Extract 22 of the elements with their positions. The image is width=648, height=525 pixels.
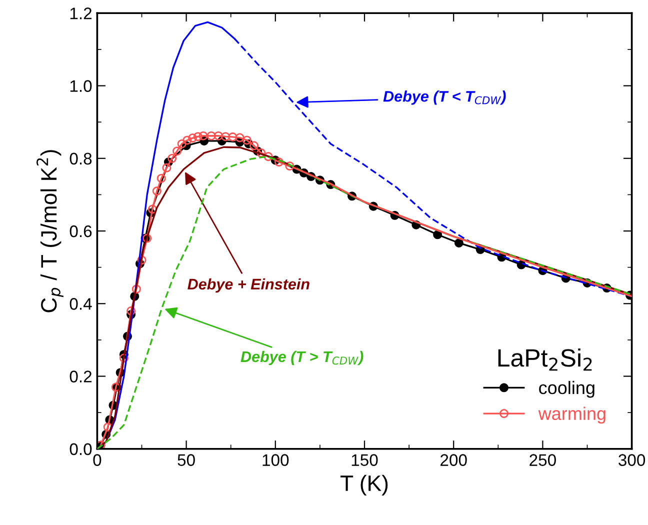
legend-label: cooling xyxy=(539,380,594,398)
y-tick-label: 0.8 xyxy=(70,152,92,165)
x-tick-label: 250 xyxy=(530,454,556,466)
y-axis-title: C$_{p}$ / T (J/mol K$^{2}$) xyxy=(36,150,64,312)
y-tick-label: 1.2 xyxy=(70,8,92,20)
legend-label: warming xyxy=(538,406,606,424)
y-tick-label: 0.6 xyxy=(70,225,92,238)
y-tick-label: 0.0 xyxy=(70,443,92,456)
y-tick-label: 0.4 xyxy=(70,298,92,310)
legend-title: LaPt$_{2}$Si$_{2}$ xyxy=(498,348,592,371)
text: Debye + Einstein xyxy=(188,278,310,293)
x-tick-label: 100 xyxy=(262,454,289,466)
x-axis-title: T (K) xyxy=(340,474,388,496)
x-tick-label: 300 xyxy=(618,454,646,466)
x-tick-label: 0 xyxy=(93,454,102,466)
x-tick-label: 50 xyxy=(178,454,195,466)
x-tick-label: 150 xyxy=(352,454,378,466)
y-tick-label: 1.0 xyxy=(70,80,92,92)
text: Debye (T > T$_{CDW}$) xyxy=(240,350,364,366)
text: Debye (T < T$_{CDW}$) xyxy=(383,90,506,105)
x-tick-label: 200 xyxy=(440,454,467,466)
y-tick-label: 0.2 xyxy=(70,370,92,382)
